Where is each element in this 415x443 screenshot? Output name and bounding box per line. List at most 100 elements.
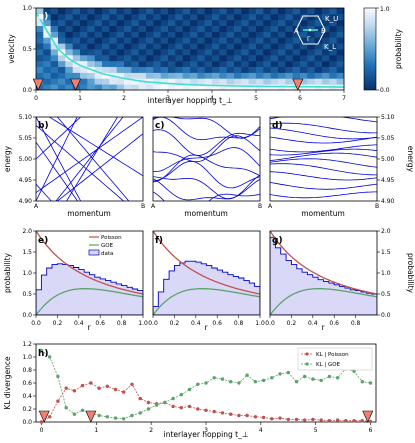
energy-band — [36, 117, 78, 201]
heatmap-cell — [226, 43, 235, 50]
heatmap-cell — [87, 84, 95, 90]
heatmap-cell — [138, 13, 147, 21]
heatmap-cell — [329, 19, 337, 26]
energy-band — [153, 129, 260, 156]
panel-e-xlabel: r — [87, 323, 91, 332]
heatmap-cell — [241, 31, 249, 38]
heatmap-cell — [285, 60, 293, 67]
heatmap-cell — [138, 31, 147, 38]
heatmap-cell — [160, 37, 169, 44]
heatmap-cell — [94, 19, 103, 26]
velocity-curve — [36, 11, 344, 88]
heatmap-cell — [124, 54, 132, 62]
heatmap-cell — [116, 8, 125, 15]
heatmap-cell — [322, 72, 330, 79]
heatmap-cell — [204, 78, 213, 85]
heatmap-cell — [43, 43, 51, 50]
kl-point — [327, 419, 332, 423]
colorbar-tick-min: 0.0 — [380, 87, 390, 94]
heatmap-cell — [102, 66, 110, 73]
heatmap-cell — [307, 13, 315, 21]
heatmap-cell — [153, 31, 161, 38]
heatmap-cell — [160, 31, 169, 38]
heatmap-cell — [146, 66, 154, 73]
kl-point — [344, 419, 348, 423]
heatmap-cell — [124, 31, 132, 38]
heatmap-cell — [204, 31, 213, 38]
heatmap-cell — [219, 54, 227, 62]
r-tick-label: 1.0 — [138, 320, 148, 327]
heatmap-cell — [36, 19, 44, 26]
kl-point — [48, 415, 52, 419]
heatmap-cell — [285, 8, 293, 15]
heatmap-cell — [109, 31, 117, 38]
heatmap-cell — [241, 37, 249, 44]
panel-d-xlabel: momentum — [301, 209, 345, 218]
heatmap-cell — [102, 37, 110, 44]
heatmap-cell — [160, 43, 169, 50]
heatmap-cell — [270, 37, 279, 44]
prob-tick-label: 0.0 — [381, 312, 391, 319]
heatmap-cell — [300, 13, 308, 21]
heatmap-cell — [234, 13, 242, 21]
heatmap-cell — [285, 43, 293, 50]
energy-tick-label: 4.95 — [19, 177, 33, 184]
r-tick-label: 0.4 — [191, 320, 201, 327]
heatmap-cell — [146, 72, 154, 79]
heatmap-cell — [87, 43, 95, 50]
heatmap-cell — [248, 37, 257, 44]
heatmap-cell — [138, 8, 147, 15]
heatmap-cell — [204, 43, 213, 50]
heatmap-cell — [212, 66, 220, 73]
heatmap-cell — [160, 49, 169, 56]
heatmap-cell — [175, 31, 183, 38]
goe-curve — [36, 288, 143, 315]
heatmap-cell — [263, 60, 271, 67]
kl-ytick-label: 0.4 — [22, 393, 32, 400]
heatmap-cell — [256, 49, 264, 56]
heatmap-cell — [168, 60, 176, 67]
energy-band — [270, 127, 377, 140]
heatmap-cell — [36, 8, 44, 15]
kl-point — [204, 408, 208, 412]
heatmap-cell — [109, 43, 117, 50]
kl-point — [220, 377, 225, 381]
heatmap-cell — [50, 66, 59, 73]
heatmap-cell — [241, 54, 249, 62]
heatmap-cell — [116, 66, 125, 73]
prob-tick-label: 0.0 — [22, 312, 32, 319]
kl-point — [327, 374, 332, 379]
heatmap-cell — [329, 72, 337, 79]
kl-point — [270, 417, 274, 421]
heatmap-cell — [256, 66, 264, 73]
heatmap-cell — [36, 37, 44, 44]
heatmap-cell — [50, 84, 59, 90]
heatmap-cell — [182, 43, 191, 50]
heatmap-cell — [94, 8, 103, 15]
kl-point — [130, 413, 134, 418]
heatmap-cell — [285, 78, 293, 85]
panel-h: 0 1 2 3 4 5 6 0.0 0.2 0.4 0.6 0.8 1.0 1.2 h) interlay… — [3, 341, 377, 439]
heatmap-cell — [226, 25, 235, 32]
energy-band — [153, 174, 260, 200]
heatmap-cell — [314, 72, 323, 79]
heatmap-cell — [65, 60, 73, 67]
r-tick-label: 0.0 — [265, 320, 275, 327]
prob-tick-label: 0.5 — [381, 291, 391, 298]
heatmap-cell — [43, 49, 51, 56]
heatmap-cell — [234, 49, 242, 56]
prob-tick-label: 1.5 — [22, 249, 32, 256]
heatmap-cell — [226, 72, 235, 79]
heatmap-cell — [116, 49, 125, 56]
colorbar — [363, 7, 377, 91]
energy-band — [36, 141, 79, 201]
kl-point — [163, 400, 167, 405]
heatmap-cell — [153, 84, 161, 90]
kl-xtick-label: 6 — [369, 427, 373, 434]
kl-point — [113, 416, 118, 420]
heatmap-cell — [138, 49, 147, 56]
heatmap-cell — [278, 25, 286, 32]
heatmap-cell — [80, 78, 88, 85]
heatmap-cell — [94, 72, 103, 79]
heatmap-cell — [307, 43, 315, 50]
